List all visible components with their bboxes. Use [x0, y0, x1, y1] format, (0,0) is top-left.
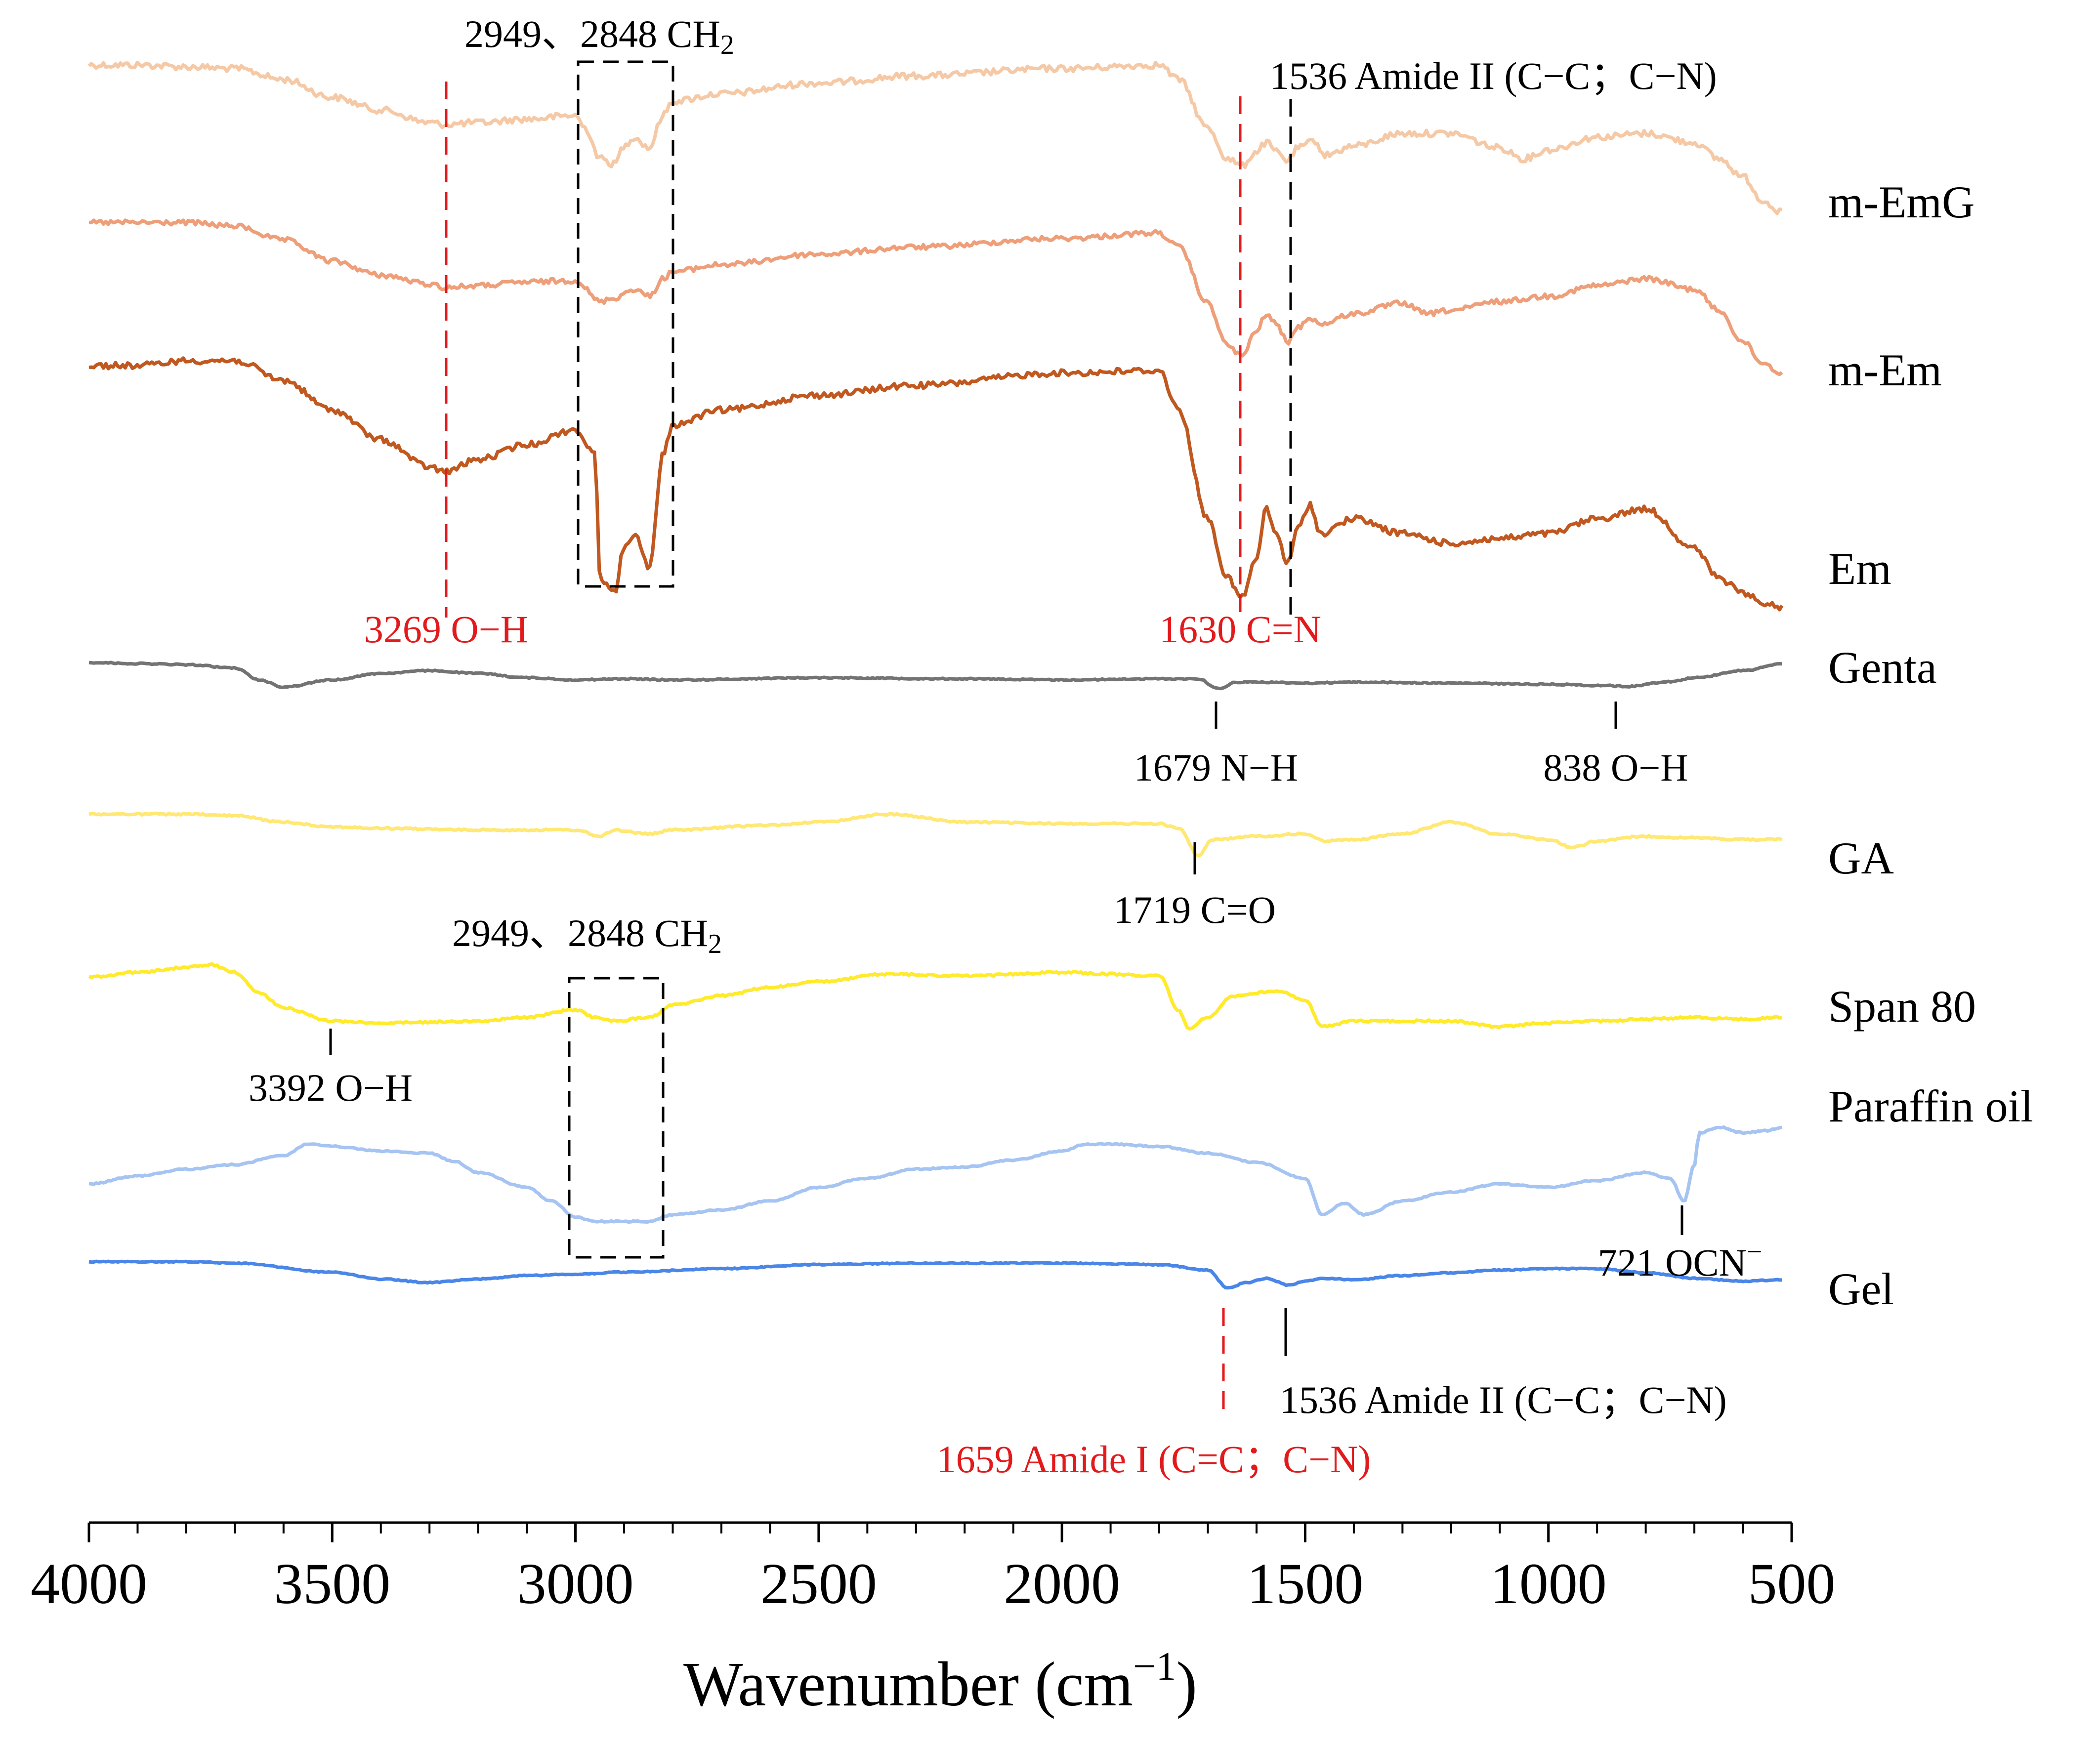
series-label-gel: Gel: [1828, 1264, 1894, 1314]
series-label-m-em: m-Em: [1828, 345, 1942, 395]
x-tick-label-500: 500: [1748, 1551, 1836, 1616]
x-axis-title: Wavenumber (cm−1): [683, 1644, 1197, 1719]
x-axis-ticks: 4000 3500 3000 2500 2000 1500 1000 500: [31, 1523, 1836, 1616]
series-line-ga: [88, 811, 1783, 858]
x-tick-label-3000: 3000: [517, 1551, 634, 1616]
series-line-gel: [88, 1259, 1782, 1290]
x-tick-label-1500: 1500: [1247, 1551, 1363, 1616]
series-label-m-emg: m-EmG: [1828, 177, 1974, 227]
series-line-paraffin-oil: [88, 1125, 1782, 1224]
x-tick-label-4000: 4000: [31, 1551, 147, 1616]
annotation-amide-ii-gel: 1536 Amide II (C−C；C−N): [1280, 1378, 1727, 1421]
annotation-3269-oh: 3269 O−H: [364, 608, 528, 651]
annotation-1659-amide-i: 1659 Amide I (C=C；C−N): [937, 1438, 1371, 1481]
annotation-1630-cn: 1630 C=N: [1159, 608, 1321, 651]
annotation-721-ocn: 721 OCN−: [1598, 1237, 1763, 1284]
x-tick-label-3500: 3500: [274, 1551, 390, 1616]
annotation-ch2-span80: 2949、2848 CH2: [452, 911, 722, 959]
peak-markers: [329, 60, 1683, 1418]
x-tick-label-2500: 2500: [760, 1551, 877, 1616]
x-tick-label-1000: 1000: [1490, 1551, 1607, 1616]
series-labels: m-EmG m-Em Em Genta GA Span 80 Paraffin oil Gel: [1828, 177, 2033, 1314]
series-label-genta: Genta: [1828, 642, 1937, 693]
annotation-1719-co: 1719 C=O: [1114, 888, 1276, 931]
series-label-paraffin-oil: Paraffin oil: [1828, 1081, 2033, 1131]
annotation-3392-oh: 3392 O−H: [249, 1066, 413, 1109]
ch2-box-top: [577, 60, 674, 588]
annotation-838-oh: 838 O−H: [1543, 746, 1688, 789]
series-label-span-80: Span 80: [1828, 981, 1976, 1032]
series-line-m-em: [88, 218, 1783, 376]
annotation-1679-nh: 1679 N−H: [1134, 746, 1298, 789]
series-line-m-emg: [87, 60, 1782, 215]
spectra-traces: [87, 60, 1784, 1290]
series-line-span-80: [88, 962, 1783, 1031]
annotation-amide-ii-top: 1536 Amide II (C−C；C−N): [1270, 54, 1717, 97]
series-label-ga: GA: [1828, 833, 1894, 883]
series-label-em: Em: [1828, 543, 1891, 594]
series-line-em: [88, 356, 1784, 612]
x-axis: 4000 3500 3000 2500 2000 1500 1000 500 Wavenumb…: [31, 1521, 1836, 1719]
series-line-genta: [88, 661, 1782, 691]
annotation-ch2-top: 2949、2848 CH2: [464, 12, 734, 60]
ch2-box-span80: [568, 977, 665, 1259]
x-tick-label-2000: 2000: [1004, 1551, 1120, 1616]
